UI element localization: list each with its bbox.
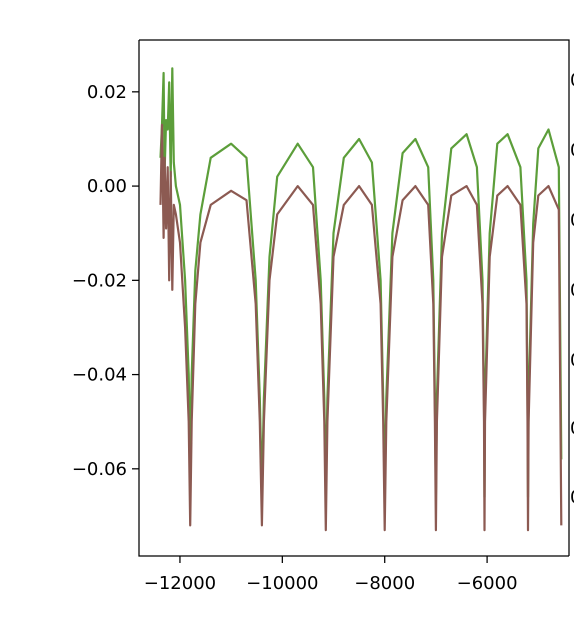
x-tick-label: −12000 (144, 573, 216, 594)
right-axis-tick-label: 0 (570, 210, 574, 231)
y-tick-label: −0.04 (72, 365, 127, 386)
y-tick-label: −0.02 (72, 270, 127, 291)
series-line-2 (159, 123, 563, 532)
right-axis-tick-label: 0 (570, 350, 574, 371)
y-tick-label: −0.06 (72, 459, 127, 480)
axes-layer (138, 39, 570, 557)
right-axis-tick-label: 0 (570, 418, 574, 439)
x-tick-label: −8000 (354, 573, 415, 594)
right-axis-tick-label: 0 (570, 280, 574, 301)
ticks-layer: −12000 −10000 −8000 −6000 0.02 0.00 −0.02 −0.04… (72, 70, 574, 594)
x-tick-label: −10000 (246, 573, 318, 594)
y-tick-label: 0.00 (87, 176, 127, 197)
right-axis-tick-label: 0 (570, 140, 574, 161)
x-tick-label: −6000 (457, 573, 518, 594)
series-line-1 (159, 67, 563, 499)
plot-frame (138, 40, 569, 557)
right-axis-tick-label: 0 (570, 487, 574, 508)
y-tick-label: 0.02 (87, 82, 127, 103)
series-layer (159, 67, 563, 532)
plot-frame-top (139, 39, 570, 556)
right-axis-tick-label: 0 (570, 70, 574, 91)
